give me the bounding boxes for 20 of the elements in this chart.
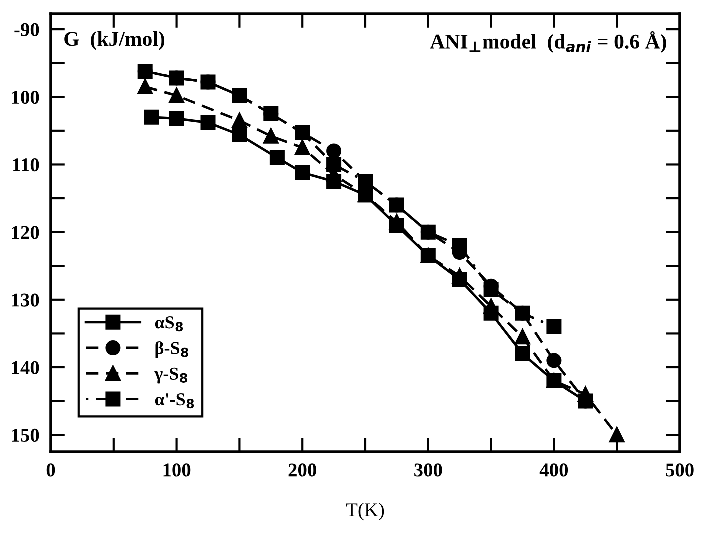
y-tick-label: 150	[12, 428, 40, 442]
y-tick-label: 140	[12, 361, 40, 374]
legend-label: γ-S$_{8}$	[154, 368, 188, 384]
y-tick-label: 110	[13, 158, 40, 172]
x-axis-title: T(K)	[346, 502, 384, 521]
x-tick-label: 200	[288, 464, 316, 477]
x-tick-label: 0	[46, 464, 56, 477]
annotation: G (kJ/mol)	[64, 32, 165, 50]
y-tick-label: 130	[12, 294, 40, 307]
x-tick-label: 500	[666, 464, 694, 477]
legend-label: α'-S$_{8}$	[155, 394, 194, 409]
x-tick-label: 100	[164, 464, 191, 477]
y-tick-label: 100	[12, 90, 40, 104]
y-tick-label: -90	[14, 23, 40, 36]
y-tick-label: 120	[12, 226, 40, 240]
legend-label: β-S$_{8}$	[156, 342, 188, 358]
x-tick-label: 400	[540, 464, 568, 477]
x-tick-label: 300	[414, 464, 442, 477]
legend-label: αS$_{8}$	[155, 316, 184, 332]
text: ANI$_{⊥}$model (d$_{ani}$ = 0.6 Å)	[430, 32, 666, 54]
